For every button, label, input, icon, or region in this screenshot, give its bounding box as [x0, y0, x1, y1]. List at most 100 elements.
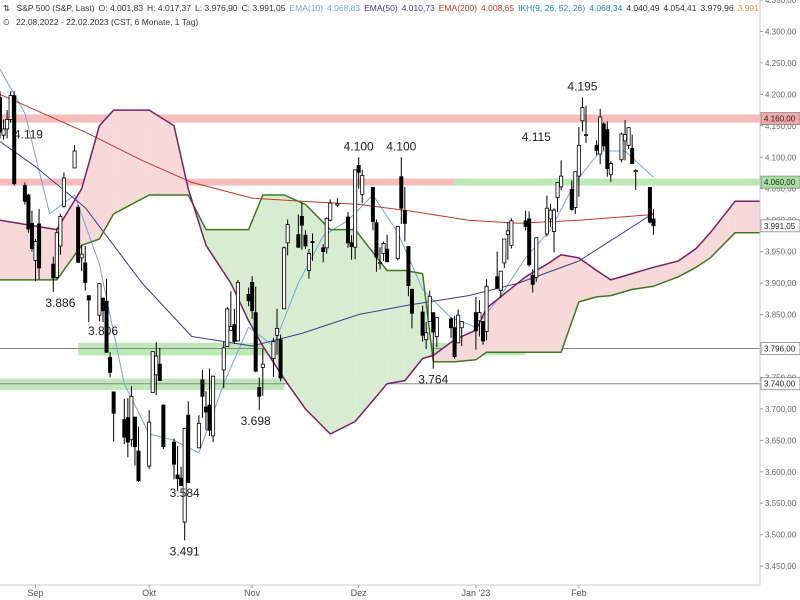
candle-body: [175, 474, 180, 480]
candle-body: [608, 163, 613, 175]
candle-body: [250, 282, 255, 312]
candle-body: [86, 295, 91, 301]
candle: [385, 234, 390, 263]
candle: [182, 427, 187, 541]
candle: [0, 91, 2, 139]
candle: [26, 193, 31, 233]
cloud-segment: [230, 229, 249, 321]
candle-body: [182, 427, 187, 523]
candle: [303, 230, 308, 250]
candle: [175, 445, 180, 492]
price-annotation: 3.886: [45, 296, 75, 310]
x-tick-label: Dez: [351, 588, 368, 598]
candle-body: [477, 312, 482, 322]
candle-body: [552, 209, 557, 232]
candle: [395, 226, 400, 261]
x-tick-label: Nov: [244, 588, 261, 598]
candle-body: [505, 230, 510, 236]
candle-body: [523, 220, 528, 227]
candle: [132, 416, 137, 466]
candle: [324, 217, 329, 254]
candle-body: [303, 234, 308, 247]
candle-body: [402, 210, 407, 224]
header-item: 4.068,34: [589, 3, 623, 13]
date-range-text: 22.08.2022 - 22.02.2023 (CST, 6 Monate, …: [16, 17, 199, 27]
candle-body: [232, 324, 237, 342]
candle: [76, 205, 81, 263]
y-tick-label: 4.100,00: [765, 153, 797, 162]
cloud-segment: [330, 229, 356, 435]
header-item: EMA(50): [364, 3, 398, 13]
candle-body: [378, 261, 382, 264]
candle-body: [651, 218, 656, 227]
y-axis: 3.450,00 3.500,00 3.550,00 3.600,00 3.650,00…: [759, 0, 800, 600]
candle-body: [626, 127, 631, 146]
candle-body: [299, 215, 304, 226]
candle: [484, 279, 489, 341]
candle: [459, 321, 464, 346]
candle: [452, 315, 457, 359]
candle-body: [353, 169, 358, 248]
cloud-segment: [387, 270, 405, 384]
price-annotation: 3.764: [418, 373, 448, 387]
candle: [555, 182, 560, 212]
candle: [58, 213, 63, 255]
candle-body: [61, 177, 66, 207]
candle: [306, 249, 311, 279]
candle: [271, 337, 276, 377]
candle-body: [495, 276, 500, 289]
candle: [200, 369, 205, 418]
level-tag: 3.740,00: [764, 380, 796, 389]
candle-body: [346, 216, 351, 244]
candle: [260, 348, 265, 396]
candle-body: [306, 253, 311, 271]
header-item: H: 4.017,37: [147, 3, 191, 13]
y-tick-label: 4.050,00: [765, 185, 797, 194]
candle-body: [179, 477, 184, 487]
candle-body: [544, 207, 549, 235]
y-tick-label: 3.450,00: [765, 562, 797, 571]
price-annotation: 3.698: [241, 414, 271, 428]
candle-body: [573, 171, 578, 208]
x-tick-label: Sep: [28, 588, 44, 598]
candle: [285, 219, 290, 256]
candle-body: [360, 175, 365, 195]
price-annotation: 4.100: [386, 139, 416, 153]
candle-body: [555, 182, 560, 198]
candle: [157, 347, 162, 381]
candle: [523, 210, 528, 231]
candle-body: [420, 311, 425, 336]
x-tick-label: Feb: [571, 588, 587, 598]
cloud-segment: [525, 264, 547, 353]
candle: [225, 306, 230, 347]
cloud-segment: [735, 201, 760, 233]
x-tick-label: Okt: [142, 588, 157, 598]
candle-body: [594, 144, 599, 151]
candle: [544, 195, 549, 237]
candle: [399, 157, 404, 224]
candle: [559, 160, 564, 190]
candle-body: [58, 215, 63, 247]
cloud-segment: [56, 188, 82, 280]
header-item: IKH(9, 26, 52, 26): [518, 3, 586, 13]
candle: [626, 127, 631, 150]
candle-body: [104, 300, 109, 353]
candle: [54, 228, 59, 280]
zone-support: [0, 378, 285, 390]
candle: [203, 391, 208, 431]
zone-tag: 4.060,00: [764, 178, 796, 187]
candle: [122, 398, 127, 445]
candle: [125, 398, 130, 458]
candle: [61, 172, 66, 208]
candle: [630, 134, 635, 165]
candle: [328, 199, 333, 222]
candle: [310, 233, 315, 262]
candle-body: [583, 134, 588, 137]
y-tick-label: 4.150,00: [765, 122, 797, 131]
candle: [278, 334, 283, 382]
candle-body: [424, 332, 429, 341]
candle-body: [502, 238, 507, 264]
candle: [211, 375, 216, 443]
cloud-segment: [610, 273, 633, 296]
